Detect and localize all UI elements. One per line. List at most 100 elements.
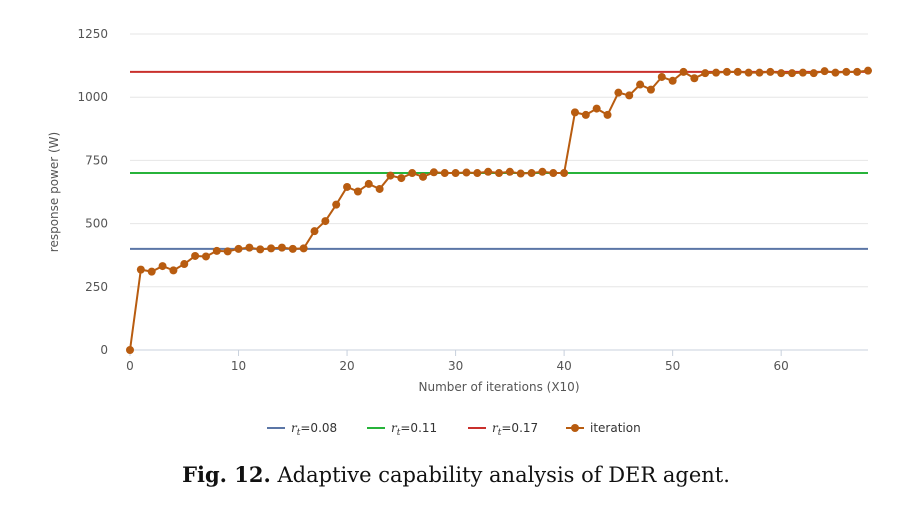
data-point [701, 69, 710, 78]
data-point [560, 169, 569, 178]
data-point [527, 169, 536, 178]
data-point [646, 85, 655, 94]
data-point [570, 108, 579, 117]
data-point [722, 67, 731, 76]
data-point [831, 68, 840, 77]
data-point [809, 69, 818, 78]
data-point [375, 184, 384, 193]
data-point [277, 243, 286, 252]
series-iteration [126, 66, 872, 354]
data-point [136, 265, 145, 274]
data-point [842, 67, 851, 76]
legend: rt=0.08 rt=0.11 rt=0.17 iteration [267, 421, 641, 438]
data-point [353, 187, 362, 196]
data-point [581, 110, 590, 119]
x-tick-label-20: 20 [339, 359, 354, 373]
figure-caption: Fig. 12. Adaptive capability analysis of… [0, 462, 912, 487]
data-point [332, 200, 341, 209]
data-point [473, 169, 482, 178]
x-tick-label-0: 0 [126, 359, 134, 373]
data-point [245, 243, 254, 252]
data-point [712, 68, 721, 77]
data-point [690, 74, 699, 83]
x-tick-labels: 0 10 20 30 40 50 60 [126, 359, 789, 373]
series-line-0 [129, 69, 869, 351]
data-point [343, 182, 352, 191]
data-point [429, 168, 438, 177]
data-point [625, 91, 634, 100]
legend-label-0: rt=0.08 [291, 421, 337, 438]
data-point [364, 179, 373, 188]
data-point [636, 80, 645, 89]
data-point [169, 266, 178, 275]
data-point [201, 252, 210, 261]
y-tick-label-1250: 1250 [77, 27, 108, 41]
data-point [451, 169, 460, 178]
y-tick-label-500: 500 [85, 217, 108, 231]
data-point [147, 267, 156, 276]
axes [129, 349, 868, 356]
data-point [256, 245, 265, 254]
data-point [321, 217, 330, 226]
data-point [777, 69, 786, 78]
data-point [744, 68, 753, 77]
data-point [288, 244, 297, 253]
data-point [299, 244, 308, 253]
data-point [223, 247, 232, 256]
data-point [419, 172, 428, 181]
x-tick-label-40: 40 [556, 359, 571, 373]
data-point [853, 67, 862, 76]
data-point [820, 67, 829, 76]
data-point [733, 67, 742, 76]
grid-lines [130, 33, 868, 288]
y-axis-title: response power (W) [47, 132, 61, 252]
data-point [212, 246, 221, 255]
x-tick-label-30: 30 [448, 359, 463, 373]
legend-label-2: rt=0.17 [492, 421, 538, 438]
data-point [191, 251, 200, 260]
data-point [267, 244, 276, 253]
legend-marker-series-0 [571, 424, 579, 432]
data-point [397, 174, 406, 183]
data-point [234, 244, 243, 253]
data-point [408, 169, 417, 178]
data-point [516, 169, 525, 178]
data-point [126, 346, 134, 354]
x-tick-label-50: 50 [665, 359, 680, 373]
figure-caption-text: Adaptive capability analysis of DER agen… [277, 463, 730, 487]
data-point [614, 88, 623, 97]
data-point [462, 168, 471, 177]
figure-label: Fig. 12. [182, 462, 271, 487]
x-axis-title: Number of iterations (X10) [418, 380, 579, 394]
data-point [766, 67, 775, 76]
data-point [310, 227, 319, 236]
data-point [158, 262, 167, 271]
data-point [798, 68, 807, 77]
y-tick-labels: 0 250 500 750 1000 1250 [77, 27, 108, 357]
data-point [180, 260, 189, 269]
data-point [679, 67, 688, 76]
data-point [386, 171, 395, 180]
data-point [549, 169, 558, 178]
y-tick-label-750: 750 [85, 153, 108, 167]
data-point [495, 169, 503, 178]
data-point [668, 76, 677, 85]
data-point [538, 167, 547, 176]
x-tick-label-10: 10 [231, 359, 246, 373]
data-point [484, 167, 493, 176]
y-tick-label-0: 0 [100, 343, 108, 357]
data-point [603, 110, 612, 119]
legend-label-1: rt=0.11 [391, 421, 437, 438]
data-point [592, 104, 601, 113]
y-tick-label-250: 250 [85, 280, 108, 294]
data-point [864, 66, 872, 75]
y-tick-label-1000: 1000 [77, 90, 108, 104]
data-point [755, 68, 764, 77]
x-tick-label-60: 60 [774, 359, 789, 373]
data-point [505, 167, 514, 176]
data-point [657, 72, 666, 81]
legend-label-series-0: iteration [590, 421, 641, 435]
data-point [440, 169, 449, 178]
data-point [788, 69, 797, 78]
